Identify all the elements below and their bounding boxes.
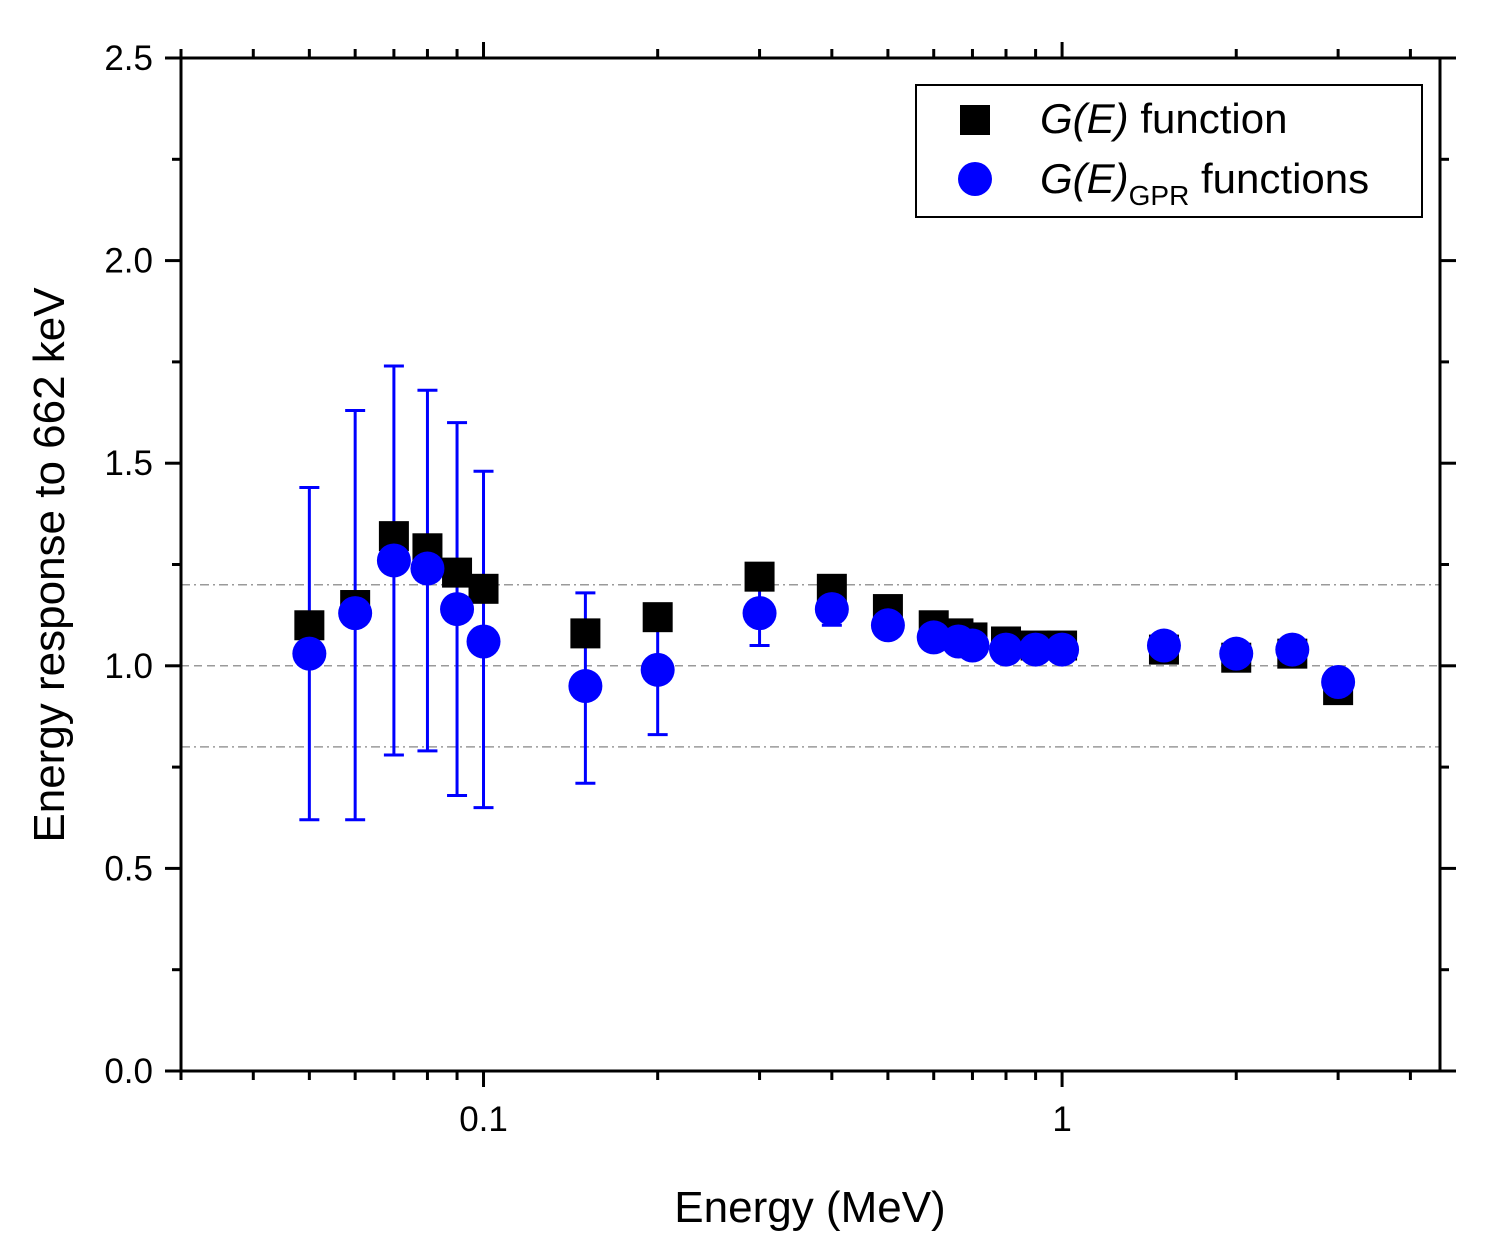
y-tick-label: 1.0 bbox=[104, 647, 153, 686]
g-e-gpr-point bbox=[338, 596, 373, 631]
g-e-gpr-point bbox=[640, 652, 675, 687]
g-e-gpr-point bbox=[568, 669, 603, 704]
g-e-gpr-point bbox=[1045, 632, 1080, 667]
g-e-gpr-point bbox=[870, 608, 905, 643]
g-e-point bbox=[642, 602, 673, 633]
y-tick-label: 2.0 bbox=[104, 242, 153, 281]
g-e-gpr-point bbox=[742, 596, 777, 631]
legend-label-gpr-text: functions bbox=[1189, 155, 1369, 202]
reference-lines bbox=[181, 584, 1440, 748]
g-e-gpr-point bbox=[1275, 632, 1310, 667]
legend: G(E) function G(E)GPR functions bbox=[915, 84, 1423, 218]
g-e-gpr-point bbox=[466, 624, 501, 659]
legend-label-g-e-italic: G(E) bbox=[1040, 95, 1129, 142]
legend-label-gpr-italic: G(E) bbox=[1040, 155, 1129, 202]
g-e-gpr-point bbox=[1146, 628, 1181, 663]
y-tick-label: 1.5 bbox=[104, 444, 153, 483]
axis-ticks bbox=[165, 42, 1456, 1087]
g-e-gpr-point bbox=[1321, 665, 1356, 700]
g-e-gpr-point bbox=[440, 592, 475, 627]
legend-label-gpr-subscript: GPR bbox=[1129, 180, 1190, 211]
y-tick-label: 2.5 bbox=[104, 39, 153, 78]
x-tick-label: 1 bbox=[1052, 1100, 1071, 1139]
g-e-gpr-point bbox=[1018, 632, 1053, 667]
x-tick-label: 0.1 bbox=[459, 1100, 508, 1139]
y-axis-title: Energy response to 662 keV bbox=[25, 287, 74, 843]
g-e-gpr-point bbox=[410, 551, 445, 586]
legend-square-marker bbox=[960, 105, 990, 135]
g-e-gpr-series bbox=[292, 543, 1356, 704]
g-e-gpr-point bbox=[989, 632, 1024, 667]
legend-circle-marker bbox=[958, 162, 992, 196]
g-e-gpr-point bbox=[292, 636, 327, 671]
y-tick-label: 0.0 bbox=[104, 1052, 153, 1091]
g-e-point bbox=[744, 561, 775, 592]
g-e-gpr-point bbox=[376, 543, 411, 578]
legend-label-g-e: G(E) function bbox=[1040, 95, 1287, 142]
g-e-gpr-point bbox=[814, 592, 849, 627]
g-e-gpr-point bbox=[1219, 636, 1254, 671]
g-e-point bbox=[468, 573, 499, 604]
x-axis-title: Energy (MeV) bbox=[674, 1183, 945, 1232]
legend-label-g-e-text: function bbox=[1129, 95, 1288, 142]
y-tick-labels: 0.0 0.5 1.0 1.5 2.0 2.5 bbox=[104, 39, 153, 1091]
legend-box bbox=[915, 84, 1423, 218]
y-tick-label: 0.5 bbox=[104, 849, 153, 888]
legend-label-g-e-gpr: G(E)GPR functions bbox=[1040, 155, 1369, 211]
g-e-gpr-point bbox=[955, 628, 990, 663]
g-e-point bbox=[442, 557, 473, 588]
g-e-point bbox=[294, 610, 325, 641]
g-e-point bbox=[570, 618, 601, 649]
x-tick-labels: 0.1 1 bbox=[459, 1100, 1072, 1139]
